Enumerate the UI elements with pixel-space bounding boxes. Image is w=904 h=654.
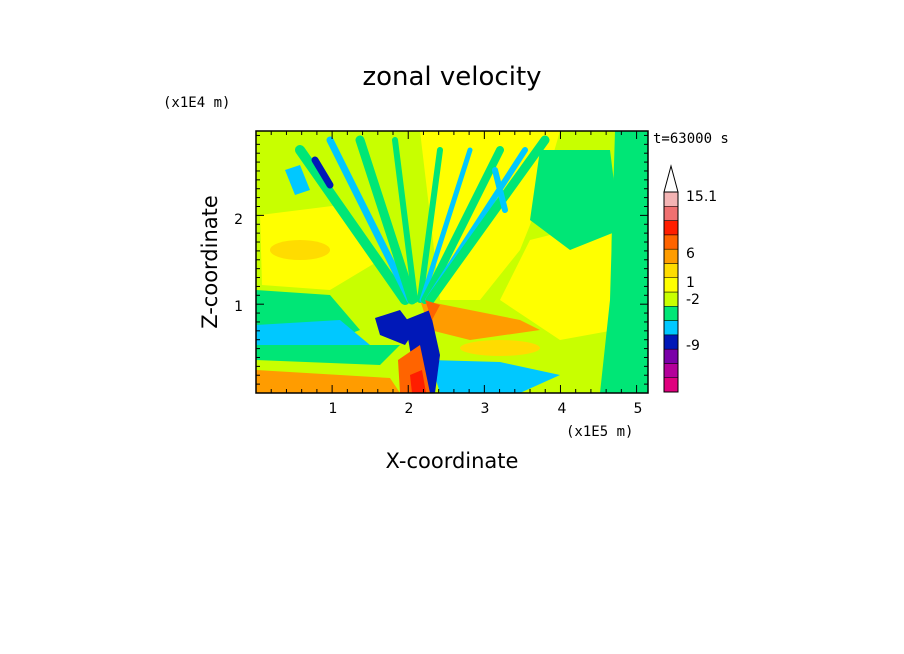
colorbar-label: 1	[686, 275, 695, 291]
colorbar-swatch	[663, 306, 679, 321]
x-tick-label: 1	[329, 401, 338, 417]
colorbar-swatch	[663, 291, 679, 307]
y-axis-label: Z-coordinate	[198, 195, 222, 329]
colorbar-swatch	[663, 348, 679, 364]
colorbar-frame	[663, 191, 679, 393]
heatmap-field	[256, 131, 648, 393]
y-tick-label: 1	[234, 299, 243, 315]
colorbar-label: 6	[686, 246, 695, 262]
colorbar-label: 15.1	[686, 189, 717, 205]
colorbar-swatch	[663, 277, 679, 293]
x-tick-label: 4	[558, 401, 567, 417]
axis-ticks	[255, 131, 648, 394]
y-unit-label: (x1E4 m)	[163, 95, 230, 111]
colorbar-swatch	[663, 234, 679, 250]
colorbar-swatch	[663, 191, 679, 207]
colorbar	[663, 164, 679, 393]
x-tick-label: 2	[405, 401, 414, 417]
x-tick-label: 3	[481, 401, 490, 417]
colorbar-swatch	[663, 220, 679, 236]
time-label: t=63000 s	[653, 131, 729, 147]
colorbar-swatch	[663, 206, 679, 221]
colorbar-swatch	[663, 263, 679, 278]
x-unit-label: (x1E5 m)	[566, 424, 633, 440]
colorbar-swatch	[663, 320, 679, 336]
colorbar-label: -9	[686, 338, 700, 354]
colorbar-swatch	[663, 248, 679, 264]
plot-frame	[255, 130, 649, 394]
x-axis-label: X-coordinate	[386, 449, 519, 473]
chart-title: zonal velocity	[362, 62, 541, 92]
colorbar-extend-arrow	[663, 164, 679, 193]
y-tick-label: 2	[234, 212, 243, 228]
x-tick-label: 5	[634, 401, 643, 417]
colorbar-label: -2	[686, 292, 700, 308]
colorbar-swatch	[663, 377, 679, 393]
colorbar-swatch	[663, 363, 679, 378]
colorbar-swatch	[663, 334, 679, 350]
